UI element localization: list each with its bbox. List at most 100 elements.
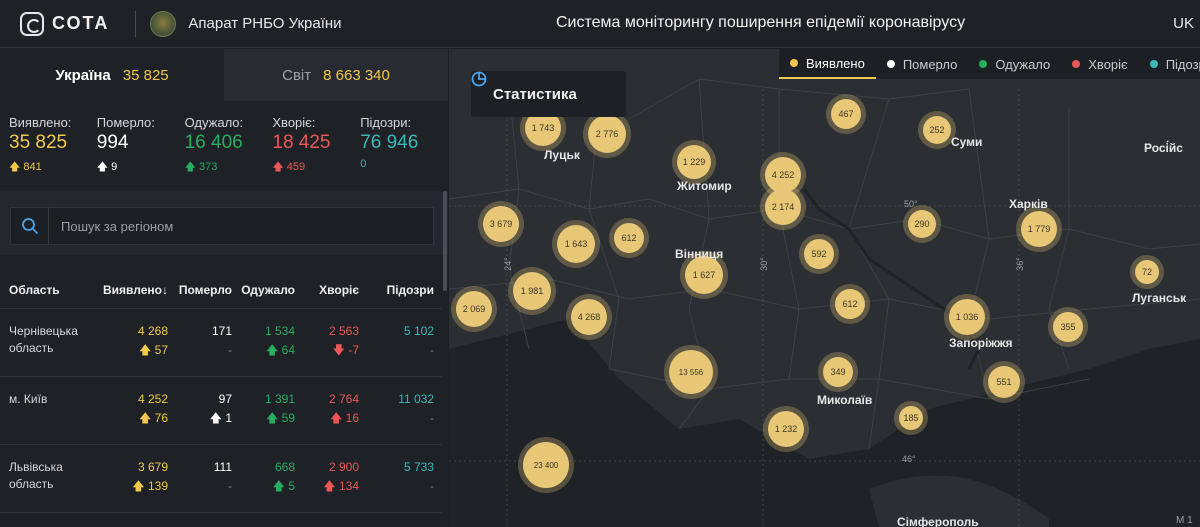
stat-recovered: Одужало: 16 406 🡅 373 xyxy=(185,115,273,193)
suspected-cell: 5 733 - xyxy=(359,459,434,512)
map-cluster[interactable]: 4 268 xyxy=(571,299,607,335)
col-header-recovered[interactable]: Одужало xyxy=(241,282,295,297)
map-cluster[interactable]: 467 xyxy=(831,99,861,129)
map-cluster[interactable]: 2 776 xyxy=(588,115,626,153)
stat-delta-value: 459 xyxy=(286,161,306,173)
dot-icon xyxy=(1149,60,1158,68)
sick-delta: 🡅 16 xyxy=(295,410,359,426)
search-input[interactable] xyxy=(49,218,409,234)
panel-scrollbar[interactable] xyxy=(443,191,447,291)
sota-logo[interactable]: СОТА xyxy=(20,11,109,36)
map-cluster[interactable]: 612 xyxy=(614,223,644,253)
map-cluster[interactable]: 290 xyxy=(908,210,936,238)
map-cluster[interactable]: 2 069 xyxy=(456,291,492,327)
recovered-value: 668 xyxy=(274,460,295,474)
map-cluster[interactable]: 1 779 xyxy=(1021,211,1057,247)
detected-delta: 🡅 76 xyxy=(100,410,168,426)
app-header: СОТА Апарат РНБО України Система монітор… xyxy=(0,0,1200,48)
summary-stats: Виявлено: 35 825 🡅 841 Померло: 994 🡅 9 … xyxy=(0,101,448,193)
map-cluster[interactable]: 551 xyxy=(988,366,1020,398)
sick-delta: 🡅 134 xyxy=(295,478,359,494)
recovered-cell: 668 🡅 5 xyxy=(232,459,295,512)
col-header-suspected[interactable]: Підозри xyxy=(386,282,434,297)
tab-ukraine[interactable]: Україна 35 825 xyxy=(0,49,224,101)
detected-cell: 4 252 🡅 76 xyxy=(100,391,168,444)
legend-item-dead[interactable]: Померло xyxy=(876,49,969,79)
map-cluster[interactable]: 2 174 xyxy=(765,189,801,225)
map-cluster[interactable]: 252 xyxy=(923,116,951,144)
detected-delta-value: 139 xyxy=(147,479,168,493)
legend-item-detected[interactable]: Виявлено xyxy=(779,49,876,79)
suspected-value: 5 733 xyxy=(403,460,434,474)
table-row[interactable]: м. Київ 4 252 🡅 76 97 🡅 1 1 391 🡅 59 2 7… xyxy=(0,377,442,445)
arrow-up-icon: 🡅 xyxy=(132,479,148,493)
table-row[interactable]: Львівська область 3 679 🡅 139 111 - 668 … xyxy=(0,445,442,513)
tab-world-value: 8 663 340 xyxy=(323,66,390,84)
map-cluster[interactable]: 592 xyxy=(804,239,834,269)
map-cluster[interactable]: 23 400 xyxy=(523,442,569,488)
tab-world[interactable]: Світ 8 663 340 xyxy=(224,49,448,101)
dot-icon xyxy=(886,60,895,68)
map-cluster[interactable]: 4 252 xyxy=(765,157,801,193)
stat-value: 994 xyxy=(96,132,129,153)
stat-delta: 🡅 9 xyxy=(97,158,185,177)
region-name: Чернівецька область xyxy=(9,324,78,355)
sick-value: 2 900 xyxy=(328,460,359,474)
table-row[interactable]: Чернівецька область 4 268 🡅 57 171 - 1 5… xyxy=(0,309,442,377)
map-cluster[interactable]: 1 036 xyxy=(949,299,985,335)
statistics-button[interactable]: Статистика xyxy=(471,71,626,117)
arrow-up-icon: 🡅 xyxy=(9,161,24,173)
pie-chart-icon xyxy=(471,71,487,87)
map-cluster[interactable]: 1 229 xyxy=(677,145,711,179)
arrow-down-icon: 🡇 xyxy=(332,343,349,357)
stat-delta-value: 373 xyxy=(198,161,218,173)
sea-area xyxy=(449,319,1200,527)
arrow-up-icon: 🡅 xyxy=(184,161,199,173)
stat-dead: Померло: 994 🡅 9 xyxy=(97,115,185,193)
map-cluster[interactable]: 3 679 xyxy=(483,206,519,242)
map-cluster[interactable]: 1 981 xyxy=(513,272,551,310)
map-cluster[interactable]: 355 xyxy=(1053,312,1083,342)
map-cluster[interactable]: 1 627 xyxy=(685,256,723,294)
map-view[interactable]: 50° 24° 30° 36° 46° 1 743 2 776 467 252 … xyxy=(449,49,1200,527)
map-cluster[interactable]: 612 xyxy=(835,289,865,319)
dead-value: 171 xyxy=(211,324,232,338)
col-header-region[interactable]: Область xyxy=(9,282,60,297)
map-cluster[interactable]: 1 643 xyxy=(557,225,595,263)
detected-value: 3 679 xyxy=(137,460,168,474)
legend-item-suspected[interactable]: Підозри xyxy=(1139,49,1200,79)
suspected-delta: - xyxy=(430,479,434,493)
dot-icon xyxy=(790,59,798,67)
dot-icon xyxy=(1072,60,1081,68)
tab-world-label: Світ xyxy=(282,66,312,84)
river xyxy=(802,188,981,370)
map-cluster[interactable]: 185 xyxy=(899,406,923,430)
map-cluster[interactable]: 13 556 xyxy=(669,350,713,394)
col-header-detected-label: Виявлено xyxy=(103,282,162,297)
tab-ukraine-value: 35 825 xyxy=(122,66,169,84)
map-cluster[interactable]: 349 xyxy=(823,357,853,387)
map-cluster[interactable]: 1 232 xyxy=(768,411,804,447)
search-icon[interactable] xyxy=(11,207,49,245)
legend-item-recovered[interactable]: Одужало xyxy=(968,49,1061,79)
detected-value: 4 252 xyxy=(137,392,168,406)
statistics-button-label: Статистика xyxy=(493,85,577,103)
detected-cell: 4 268 🡅 57 xyxy=(100,323,168,376)
col-header-detected[interactable]: Виявлено↓ xyxy=(100,283,168,297)
col-header-sick[interactable]: Хворіє xyxy=(319,282,359,297)
city-label: Запоріжжя xyxy=(949,336,1013,350)
language-switch[interactable]: UK xyxy=(1173,15,1194,32)
legend-item-sick[interactable]: Хворіє xyxy=(1061,49,1138,79)
col-header-dead[interactable]: Померло xyxy=(178,282,232,297)
suspected-cell: 5 102 - xyxy=(359,323,434,376)
arrow-up-icon: 🡅 xyxy=(272,161,287,173)
map-cluster[interactable]: 72 xyxy=(1135,260,1159,284)
stat-delta: 🡅 841 xyxy=(9,158,97,177)
city-label: Луцьк xyxy=(544,148,580,162)
grid-label: 24° xyxy=(502,257,513,271)
rnbo-emblem-icon xyxy=(150,10,177,37)
sick-cell: 2 764 🡅 16 xyxy=(295,391,359,444)
legend-label: Померло xyxy=(902,56,958,72)
suspected-cell: 11 032 - xyxy=(359,391,434,444)
sick-delta: 🡇 -7 xyxy=(295,342,359,358)
